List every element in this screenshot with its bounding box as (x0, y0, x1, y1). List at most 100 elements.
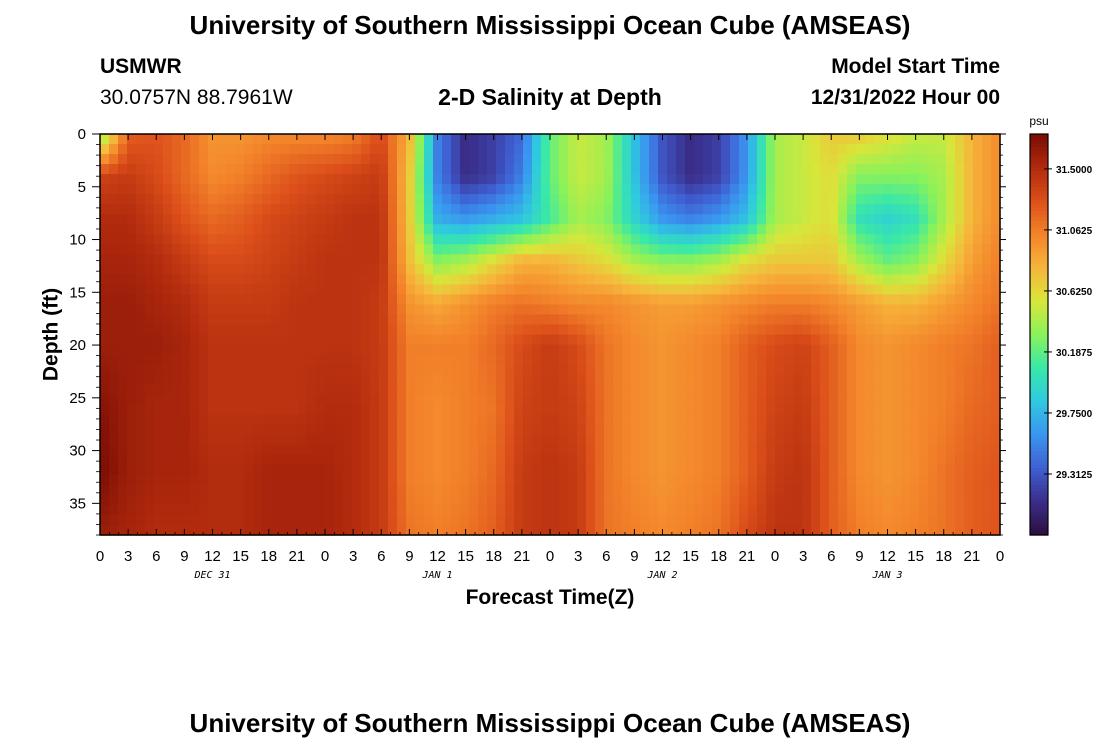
heatmap-cell (118, 464, 128, 476)
heatmap-cell (190, 354, 200, 366)
heatmap-cell (820, 134, 830, 145)
heatmap-cell (334, 254, 344, 265)
heatmap-cell (676, 254, 686, 265)
heatmap-cell (955, 454, 965, 466)
heatmap-cell (874, 364, 884, 376)
heatmap-cell (217, 264, 227, 275)
heatmap-cell (109, 304, 119, 316)
heatmap-cell (991, 364, 1001, 376)
heatmap-cell (865, 324, 875, 336)
heatmap-cell (406, 334, 416, 346)
heatmap-cell (676, 494, 686, 506)
heatmap-cell (415, 384, 425, 396)
heatmap-cell (847, 174, 857, 185)
heatmap-cell (739, 304, 749, 316)
heatmap-cell (442, 324, 452, 336)
heatmap-cell (667, 454, 677, 466)
heatmap-cell (550, 284, 560, 296)
heatmap-cell (433, 264, 443, 275)
heatmap-cell (685, 504, 695, 516)
heatmap-cell (361, 344, 371, 356)
heatmap-cell (523, 264, 533, 275)
heatmap-cell (523, 274, 533, 285)
heatmap-cell (919, 454, 929, 466)
heatmap-cell (181, 274, 191, 285)
heatmap-cell (784, 424, 794, 436)
heatmap-cell (649, 314, 659, 326)
heatmap-cell (307, 334, 317, 346)
heatmap-cell (694, 214, 704, 225)
heatmap-cell (226, 474, 236, 486)
heatmap-cell (703, 324, 713, 336)
heatmap-cell (289, 434, 299, 446)
heatmap-cell (361, 494, 371, 506)
heatmap-cell (478, 234, 488, 245)
heatmap-cell (595, 344, 605, 356)
heatmap-cell (100, 274, 110, 285)
heatmap-cell (208, 264, 218, 275)
heatmap-cell (406, 324, 416, 336)
heatmap-cell (280, 334, 290, 346)
heatmap-cell (532, 334, 542, 346)
heatmap-cell (460, 384, 470, 396)
heatmap-cell (163, 344, 173, 356)
heatmap-cell (937, 454, 947, 466)
heatmap-cell (424, 314, 434, 326)
heatmap-cell (514, 444, 524, 456)
heatmap-cell (307, 384, 317, 396)
heatmap-cell (325, 454, 335, 466)
heatmap-cell (424, 164, 434, 175)
heatmap-cell (757, 514, 767, 526)
heatmap-cell (973, 304, 983, 316)
colorbar-band (1030, 364, 1048, 369)
heatmap-cell (136, 154, 146, 165)
heatmap-cell (829, 184, 839, 195)
heatmap-cell (604, 224, 614, 235)
heatmap-cell (199, 214, 209, 225)
heatmap-cell (352, 344, 362, 356)
heatmap-cell (235, 344, 245, 356)
heatmap-cell (100, 244, 110, 255)
heatmap-cell (982, 414, 992, 426)
heatmap-cell (649, 414, 659, 426)
heatmap-cell (316, 234, 326, 245)
heatmap-cell (631, 284, 641, 296)
heatmap-cell (883, 274, 893, 285)
heatmap-cell (127, 234, 137, 245)
heatmap-cell (955, 164, 965, 175)
heatmap-cell (559, 414, 569, 426)
heatmap-cell (136, 394, 146, 406)
heatmap-cell (928, 314, 938, 326)
heatmap-cell (172, 494, 182, 506)
heatmap-cell (514, 474, 524, 486)
heatmap-cell (118, 184, 128, 195)
heatmap-cell (424, 384, 434, 396)
heatmap-cell (811, 354, 821, 366)
heatmap-cell (622, 494, 632, 506)
heatmap-cell (559, 434, 569, 446)
heatmap-cell (595, 184, 605, 195)
heatmap-cell (352, 274, 362, 285)
colorbar-band (1030, 147, 1048, 152)
heatmap-cell (316, 404, 326, 416)
heatmap-cell (388, 414, 398, 426)
heatmap-cell (118, 484, 128, 496)
heatmap-cell (829, 444, 839, 456)
heatmap-cell (739, 194, 749, 205)
heatmap-cell (361, 144, 371, 155)
heatmap-cell (649, 244, 659, 255)
heatmap-cell (820, 234, 830, 245)
y-tick-label: 20 (69, 337, 86, 354)
heatmap-cell (811, 494, 821, 506)
heatmap-cell (811, 384, 821, 396)
heatmap-cell (217, 514, 227, 526)
heatmap-cell (766, 164, 776, 175)
heatmap-cell (730, 284, 740, 296)
heatmap-cell (388, 384, 398, 396)
heatmap-cell (991, 144, 1001, 155)
heatmap-cell (604, 514, 614, 526)
heatmap-cell (586, 474, 596, 486)
heatmap-cell (523, 314, 533, 326)
heatmap-cell (901, 384, 911, 396)
heatmap-cell (973, 494, 983, 506)
